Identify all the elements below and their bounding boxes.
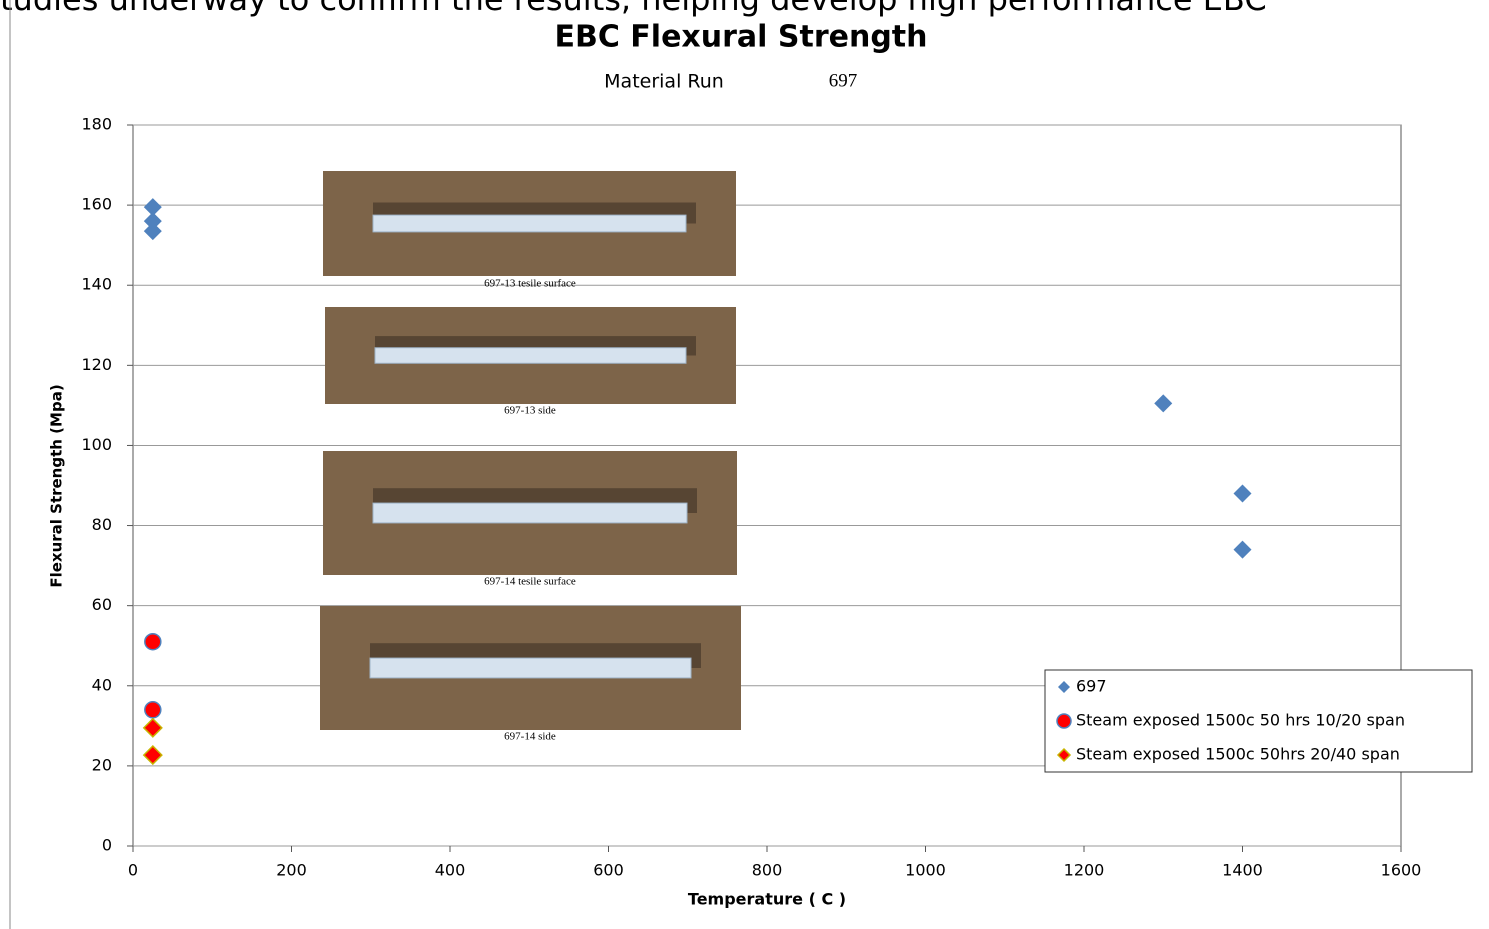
- specimen: [373, 503, 687, 523]
- y-tick-label: 160: [81, 195, 112, 214]
- x-tick-label: 200: [276, 861, 307, 880]
- y-tick-label: 140: [81, 275, 112, 294]
- point: [145, 634, 161, 650]
- y-axis-label: Flexural Strength (Mpa): [48, 384, 66, 587]
- chart-title: EBC Flexural Strength: [554, 20, 927, 55]
- subtitle: 697: [829, 70, 858, 91]
- x-tick-label: 1000: [905, 861, 946, 880]
- y-tick-label: 100: [81, 435, 112, 454]
- chart: tudies underway to confirm the results, …: [0, 0, 1489, 929]
- specimen: [373, 215, 686, 232]
- y-tick-label: 60: [92, 595, 112, 614]
- subtitle: Material Run: [604, 71, 724, 93]
- y-tick-label: 120: [81, 355, 112, 374]
- y-tick-label: 180: [81, 115, 112, 134]
- specimen: [375, 348, 686, 364]
- x-tick-label: 0: [128, 861, 138, 880]
- x-axis-label: Temperature ( C ): [688, 890, 846, 909]
- specimen: [370, 658, 691, 678]
- y-tick-label: 20: [92, 755, 112, 774]
- x-tick-label: 400: [435, 861, 466, 880]
- slide-text: tudies underway to confirm the results, …: [0, 0, 1267, 18]
- y-tick-label: 40: [92, 675, 112, 694]
- legend-label: 697: [1076, 677, 1107, 696]
- photo-caption: 697-14 side: [504, 731, 556, 743]
- photo-caption: 697-14 tesile surface: [484, 576, 576, 588]
- x-tick-label: 1600: [1381, 861, 1422, 880]
- legend-marker: [1057, 714, 1071, 728]
- x-tick-label: 800: [752, 861, 783, 880]
- x-tick-label: 1400: [1222, 861, 1263, 880]
- x-tick-label: 600: [593, 861, 624, 880]
- y-tick-label: 0: [102, 836, 112, 855]
- legend-label: Steam exposed 1500c 50 hrs 10/20 span: [1076, 711, 1405, 730]
- y-tick-label: 80: [92, 515, 112, 534]
- legend-label: Steam exposed 1500c 50hrs 20/40 span: [1076, 745, 1400, 764]
- photo-caption: 697-13 side: [504, 405, 556, 417]
- point: [145, 702, 161, 718]
- x-tick-label: 1200: [1064, 861, 1105, 880]
- photo-caption: 697-13 tesile surface: [484, 278, 576, 290]
